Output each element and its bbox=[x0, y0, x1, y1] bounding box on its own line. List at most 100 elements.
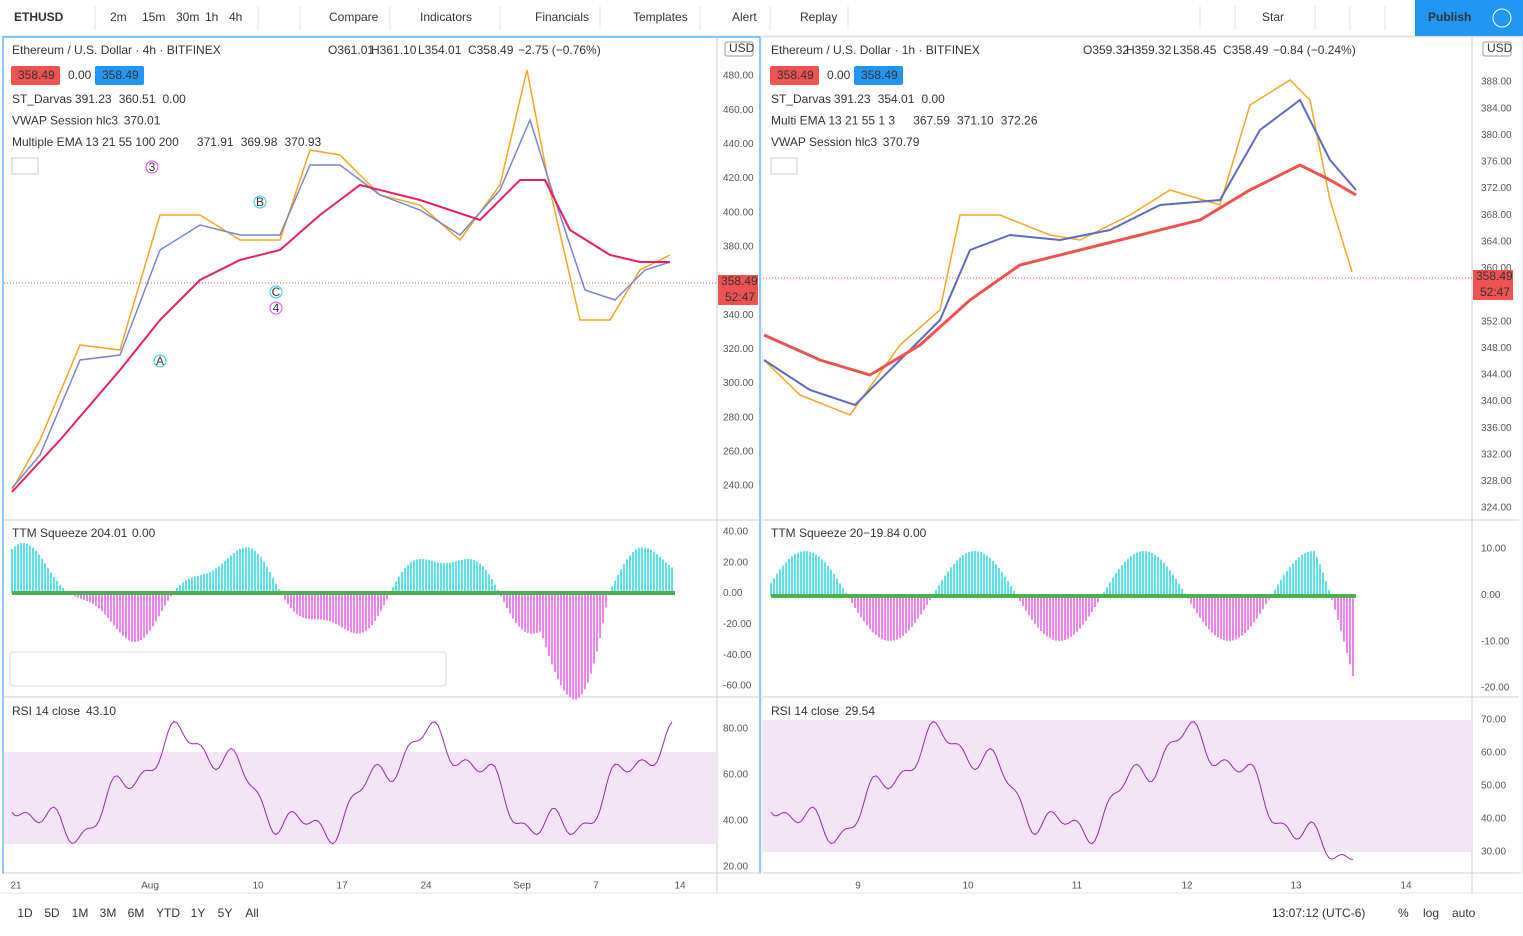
range-button[interactable]: 1Y bbox=[191, 906, 206, 920]
indicator-name: Multiple EMA 13 21 55 100 200 bbox=[12, 135, 179, 149]
spread: 0.00 bbox=[68, 68, 92, 82]
squeeze-tick: -20.00 bbox=[723, 619, 752, 630]
range-button[interactable]: All bbox=[245, 906, 258, 920]
ohlc: −0.84 (−0.24%) bbox=[1273, 43, 1356, 57]
price-tick: 336.00 bbox=[1481, 423, 1512, 434]
ask: 358.49 bbox=[861, 68, 898, 82]
rsi-tick: 50.00 bbox=[1481, 781, 1506, 792]
ohlc: H361.10 bbox=[371, 43, 417, 57]
wave-marker bbox=[153, 354, 167, 368]
price-tick: 260.00 bbox=[723, 446, 754, 457]
interval[interactable]: 2m bbox=[110, 10, 127, 24]
indicator-value: 369.98 bbox=[241, 135, 278, 149]
squeeze-tick: 0.00 bbox=[723, 588, 743, 599]
bid-badge bbox=[770, 66, 819, 85]
countdown: 52:47 bbox=[725, 290, 755, 304]
price-tick: 480.00 bbox=[723, 71, 754, 82]
squeeze-tick: 0.00 bbox=[1481, 590, 1501, 601]
publish-button[interactable] bbox=[1415, 0, 1523, 36]
interval[interactable]: 30m bbox=[176, 10, 199, 24]
collapse-button[interactable] bbox=[770, 157, 798, 175]
publish-label[interactable]: Publish bbox=[1428, 10, 1471, 24]
ema-line bbox=[763, 98, 1357, 407]
range-button[interactable]: YTD bbox=[156, 906, 180, 920]
indicator-name: VWAP Session hlc3 bbox=[12, 114, 118, 128]
toolbar-button[interactable]: Templates bbox=[633, 10, 688, 24]
wave-label: 3 bbox=[149, 160, 156, 174]
ohlc: C358.49 bbox=[1223, 43, 1269, 57]
rsi-tick: 20.00 bbox=[723, 862, 748, 873]
rsi-name: RSI 14 close bbox=[771, 704, 839, 718]
range-button[interactable]: 5D bbox=[44, 906, 60, 920]
auto-toggle[interactable]: auto bbox=[1452, 906, 1476, 920]
star-button[interactable]: Star bbox=[1262, 10, 1284, 24]
squeeze-tick: -40.00 bbox=[723, 650, 752, 661]
wave-marker bbox=[253, 195, 267, 209]
currency-badge bbox=[1482, 41, 1512, 57]
indicator-value: 370.79 bbox=[883, 135, 920, 149]
range-button[interactable]: 1M bbox=[72, 906, 89, 920]
indicator-value: 0.00 bbox=[922, 92, 946, 106]
ask-badge bbox=[95, 66, 144, 85]
toolbar-button[interactable]: Replay bbox=[800, 10, 837, 24]
rsi-band bbox=[4, 752, 717, 844]
interval[interactable]: 4h bbox=[229, 10, 242, 24]
range-button[interactable]: 1D bbox=[17, 906, 33, 920]
indicator-value: 354.01 bbox=[878, 92, 915, 106]
range-button[interactable]: 6M bbox=[128, 906, 145, 920]
price-tick: 364.00 bbox=[1481, 236, 1512, 247]
ohlc: O361.01 bbox=[328, 43, 374, 57]
indicator-name: ST_Darvas bbox=[12, 92, 72, 106]
indicator-name: VWAP Session hlc3 bbox=[771, 135, 877, 149]
symbol-title: Ethereum / U.S. Dollar · 1h · BITFINEX bbox=[771, 43, 980, 57]
interval[interactable]: 1h bbox=[205, 10, 218, 24]
toolbar-button[interactable]: Alert bbox=[732, 10, 757, 24]
time-tick: 14 bbox=[1400, 881, 1412, 892]
toolbar-button[interactable]: Compare bbox=[329, 10, 379, 24]
toolbar bbox=[0, 0, 1523, 36]
percent-toggle[interactable]: % bbox=[1398, 906, 1409, 920]
indicator-value: 372.26 bbox=[1001, 114, 1038, 128]
bid-badge bbox=[11, 66, 60, 85]
symbol[interactable]: ETHUSD bbox=[14, 10, 64, 24]
wave-label: 4 bbox=[273, 301, 280, 315]
price-tick: 332.00 bbox=[1481, 449, 1512, 460]
interval[interactable]: 15m bbox=[142, 10, 165, 24]
drawing-toolbar bbox=[9, 651, 447, 687]
play-icon[interactable] bbox=[1492, 8, 1512, 28]
squeeze-name: TTM Squeeze 20 bbox=[771, 526, 863, 540]
price-tick: 352.00 bbox=[1481, 316, 1512, 327]
range-button[interactable]: 3M bbox=[100, 906, 117, 920]
squeeze-tick: -10.00 bbox=[1481, 636, 1510, 647]
squeeze-tick: 20.00 bbox=[723, 557, 748, 568]
squeeze-tick: 40.00 bbox=[723, 527, 748, 538]
rsi-line bbox=[11, 720, 673, 845]
indicator-value: 371.10 bbox=[957, 114, 994, 128]
squeeze-tick: 10.00 bbox=[1481, 544, 1506, 555]
indicator-value: 0.00 bbox=[163, 92, 187, 106]
ohlc: L358.45 bbox=[1173, 43, 1217, 57]
time-tick: 12 bbox=[1181, 881, 1193, 892]
price-tick: 360.00 bbox=[1481, 263, 1512, 274]
indicator-value: 370.01 bbox=[124, 114, 161, 128]
squeeze-name: TTM Squeeze 20 bbox=[12, 526, 104, 540]
range-button[interactable]: 5Y bbox=[218, 906, 233, 920]
time-tick: 24 bbox=[420, 881, 432, 892]
ask-badge bbox=[854, 66, 903, 85]
currency: USD bbox=[729, 41, 755, 55]
time-tick: 14 bbox=[674, 881, 686, 892]
rsi-band bbox=[763, 720, 1472, 852]
collapse-button[interactable] bbox=[11, 157, 39, 175]
log-toggle[interactable]: log bbox=[1423, 906, 1439, 920]
toolbar-button[interactable]: Indicators bbox=[420, 10, 472, 24]
toolbar-button[interactable]: Financials bbox=[535, 10, 589, 24]
time-tick: 7 bbox=[593, 881, 599, 892]
ohlc: C358.49 bbox=[468, 43, 514, 57]
rsi-name: RSI 14 close bbox=[12, 704, 80, 718]
rsi-line bbox=[770, 720, 1354, 861]
price-tick: 460.00 bbox=[723, 105, 754, 116]
wave-label: A bbox=[156, 354, 164, 368]
price-tick: 300.00 bbox=[723, 378, 754, 389]
squeeze-value: 0.00 bbox=[903, 526, 927, 540]
indicator-name: Multi EMA 13 21 55 1 3 bbox=[771, 114, 895, 128]
